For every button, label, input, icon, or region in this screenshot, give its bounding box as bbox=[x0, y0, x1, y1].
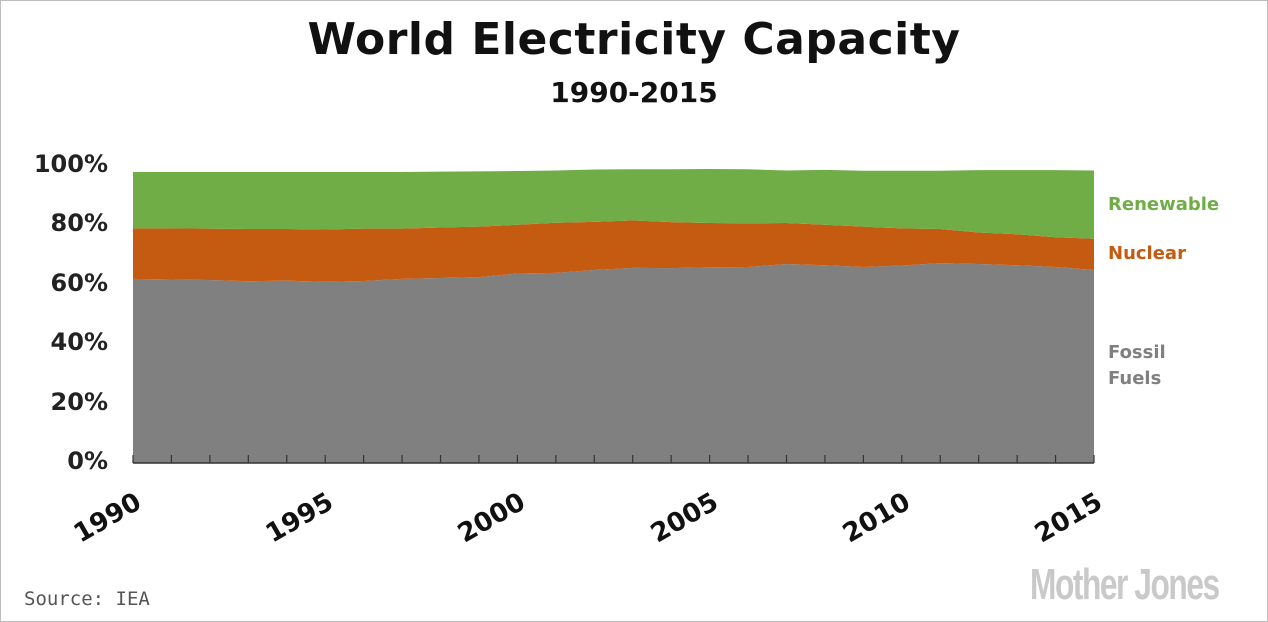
y-tick-label: 100% bbox=[33, 150, 108, 178]
area-nuclear bbox=[133, 220, 1094, 282]
mother-jones-logo: Mother Jones bbox=[1030, 560, 1220, 609]
area-renewable bbox=[133, 168, 1094, 239]
source-note: Source: IEA bbox=[24, 588, 150, 610]
legend-label-line: Fuels bbox=[1108, 368, 1162, 390]
legend-fossil-fuels: Fossil Fuels bbox=[1108, 340, 1166, 392]
y-tick-label: 80% bbox=[50, 209, 108, 238]
legend-label-line: Nuclear bbox=[1108, 243, 1186, 265]
y-tick-label: 0% bbox=[67, 447, 108, 475]
area-fossil-fuels bbox=[133, 263, 1094, 463]
legend-label-line: Fossil bbox=[1108, 342, 1166, 364]
y-tick-label: 40% bbox=[50, 328, 108, 357]
y-tick-label: 60% bbox=[50, 268, 108, 297]
legend-nuclear: Nuclear bbox=[1108, 241, 1186, 267]
legend-renewable: Renewable bbox=[1108, 192, 1219, 218]
chart-title: World Electricity Capacity bbox=[307, 14, 961, 65]
legend-label-line: Renewable bbox=[1108, 193, 1220, 215]
chart-subtitle: 1990-2015 bbox=[550, 76, 718, 109]
y-tick-label: 20% bbox=[50, 387, 108, 416]
